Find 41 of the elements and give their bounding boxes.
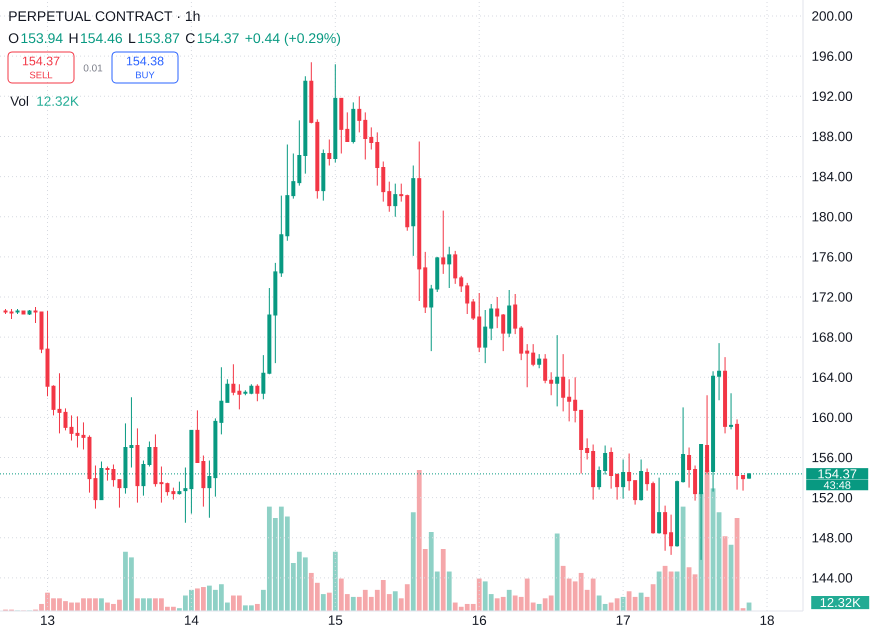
y-tick-label: 172.00 bbox=[812, 292, 852, 302]
x-tick-label: 17 bbox=[616, 616, 630, 625]
annotation: 153.94 bbox=[22, 33, 63, 44]
annotation: L bbox=[129, 33, 136, 43]
annotation: H bbox=[70, 33, 78, 43]
annotation: SELL bbox=[30, 72, 52, 78]
annotation: 154.46 bbox=[81, 33, 122, 44]
annotation: 0.01 bbox=[84, 64, 102, 72]
text: 43:48 bbox=[824, 481, 850, 489]
annotation: Vol bbox=[10, 96, 28, 106]
y-tick-label: 192.00 bbox=[812, 92, 852, 102]
text: PERPETUAL CONTRACT · 1h bbox=[9, 10, 200, 22]
annotation: +0.44 (+0.29%) bbox=[245, 32, 340, 46]
y-tick-label: 148.00 bbox=[812, 533, 852, 543]
y-tick-label: 196.00 bbox=[812, 51, 852, 61]
y-tick-label: 188.00 bbox=[812, 132, 852, 142]
y-tick-label: 168.00 bbox=[812, 332, 852, 342]
annotation: 153.87 bbox=[138, 33, 180, 44]
y-tick-label: 152.00 bbox=[812, 492, 852, 502]
annotation: 12.32K bbox=[37, 96, 79, 106]
x-tick-label: 14 bbox=[184, 616, 198, 625]
y-tick-label: 180.00 bbox=[812, 212, 852, 222]
annotation: BUY bbox=[136, 72, 155, 78]
x-tick-label: 18 bbox=[760, 616, 774, 626]
y-tick-label: 156.00 bbox=[812, 452, 852, 462]
text: 12.32K bbox=[820, 598, 861, 608]
annotation: O bbox=[8, 33, 18, 44]
ref-line-label: 154.37 bbox=[818, 469, 856, 478]
x-tick-label: 15 bbox=[328, 616, 342, 625]
y-tick-label: 160.00 bbox=[812, 412, 852, 422]
annotation: 154.37 bbox=[198, 33, 239, 44]
y-tick-label: 184.00 bbox=[812, 172, 852, 182]
y-tick-label: 176.00 bbox=[812, 252, 852, 262]
annotation: C bbox=[186, 33, 195, 44]
annotation: 154.38 bbox=[126, 56, 164, 66]
y-tick-label: 200.00 bbox=[812, 11, 852, 21]
annotation: 154.37 bbox=[22, 56, 60, 66]
x-tick-label: 16 bbox=[472, 616, 486, 626]
y-tick-label: 164.00 bbox=[812, 372, 852, 382]
x-tick-label: 13 bbox=[41, 616, 54, 626]
y-tick-label: 144.00 bbox=[812, 573, 852, 583]
